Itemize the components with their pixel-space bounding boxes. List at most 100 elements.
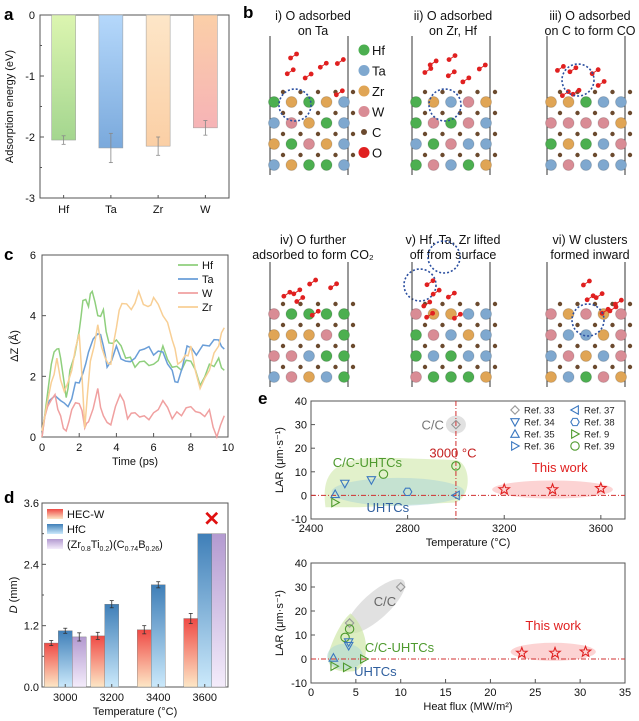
atom-o <box>294 51 299 57</box>
atom-c <box>492 110 498 116</box>
atom-c <box>475 301 480 307</box>
atom-c <box>422 131 428 137</box>
x-tick-label: 3200 <box>492 523 516 535</box>
data-point-ref-9 <box>342 662 353 673</box>
y-tick-label: -10 <box>291 514 307 526</box>
atom-hf <box>545 138 557 150</box>
atom-c <box>422 152 428 158</box>
atom-zr <box>285 159 298 171</box>
atom-o <box>317 64 323 70</box>
y-axis-label: D (mm) <box>8 577 20 614</box>
region-this-work <box>492 480 613 499</box>
atom-c <box>592 364 598 370</box>
atom-c <box>557 364 563 370</box>
bar-hf <box>51 14 76 141</box>
atom-c <box>492 343 498 349</box>
atom-c <box>350 89 356 95</box>
atom-w <box>320 329 333 341</box>
snapshot-caption: iii) O adsorbed <box>549 9 630 23</box>
atom-o <box>294 299 300 304</box>
atom-c <box>422 343 428 349</box>
region-label-cc: C/C <box>374 594 396 609</box>
atom-c <box>475 110 480 116</box>
snapshot-caption: adsorbed to form CO₂ <box>252 248 374 262</box>
atom-ta <box>268 159 280 171</box>
atom-ta <box>303 350 315 362</box>
atom-ta <box>597 138 610 150</box>
atom-hf <box>462 159 475 171</box>
atom-o <box>561 63 566 69</box>
legend-label: O <box>372 146 382 161</box>
x-tick-label: 10 <box>222 442 234 454</box>
snapshot-caption: v) Hf, Ta, Zr lifted <box>406 233 501 247</box>
highlight-circle <box>428 88 462 122</box>
atom-ta <box>480 138 492 150</box>
atom-o <box>284 71 290 77</box>
y-axis-label: LAR (μm·s⁻¹) <box>274 427 286 493</box>
atom-w <box>462 96 475 108</box>
atom-o <box>433 58 439 64</box>
atom-c <box>298 301 303 307</box>
atom-ta <box>445 159 457 171</box>
data-point-ref-39 <box>570 441 580 451</box>
legend-atom-o-icon <box>358 147 370 158</box>
atom-w <box>580 308 592 320</box>
x-tick-label: 5 <box>353 687 359 699</box>
atom-c <box>557 322 563 328</box>
x-tick-label: 2 <box>76 442 82 454</box>
atom-zr <box>480 96 492 108</box>
region-label-this-work: This work <box>525 618 581 633</box>
y-tick-label: 20 <box>295 606 307 618</box>
data-point-this-work <box>545 482 560 496</box>
atom-o <box>430 310 436 316</box>
legend-label: W <box>372 105 385 120</box>
atom-c <box>333 301 338 307</box>
atom-hf <box>320 117 333 129</box>
atom-w <box>427 117 440 129</box>
atom-c <box>457 131 463 137</box>
x-tick-label: 2800 <box>395 523 419 535</box>
atom-c <box>592 322 598 328</box>
snapshot-caption: i) O adsorbed <box>275 9 351 23</box>
atom-c <box>475 322 480 328</box>
atom-c <box>440 110 445 116</box>
atom-c <box>422 364 428 370</box>
atom-c <box>475 364 480 370</box>
atom-ta <box>615 96 627 108</box>
legend-label: Hf <box>372 43 385 58</box>
atom-c <box>627 152 633 158</box>
data-point-ref-33 <box>344 618 355 628</box>
atom-o <box>452 53 458 59</box>
x-tick-label: 15 <box>439 687 451 699</box>
data-point-ref-35 <box>330 488 341 499</box>
atom-w <box>410 371 422 383</box>
atom-c <box>440 364 445 370</box>
atom-w <box>268 350 280 362</box>
region-label-cc-uhtcs: C/C-UHTCs <box>365 640 435 655</box>
legend-atom-zr-icon <box>358 85 370 97</box>
atom-w <box>615 138 627 150</box>
atom-c <box>592 110 598 116</box>
atom-c <box>457 89 463 95</box>
atom-o <box>476 66 482 72</box>
atom-o <box>334 281 339 287</box>
y-tick-label: 2.4 <box>24 559 39 571</box>
atom-w <box>410 308 422 320</box>
region-cc <box>346 578 406 634</box>
legend-atom-w-icon <box>358 106 370 117</box>
atom-o <box>300 295 306 300</box>
y-tick-label: -1 <box>25 71 35 83</box>
data-point-this-work <box>578 644 593 658</box>
atom-o <box>290 67 296 73</box>
atom-c <box>627 131 633 137</box>
atomic-structure <box>410 278 498 383</box>
atom-ta <box>545 159 557 171</box>
snapshot-caption: on Ta <box>298 24 328 38</box>
atom-w <box>545 308 557 320</box>
atom-c <box>610 152 615 158</box>
atom-hf <box>427 371 440 383</box>
atom-c <box>298 110 303 116</box>
x-tick-label: Zr <box>153 204 164 216</box>
atom-c <box>440 89 445 95</box>
y-tick-label: -10 <box>291 678 307 690</box>
